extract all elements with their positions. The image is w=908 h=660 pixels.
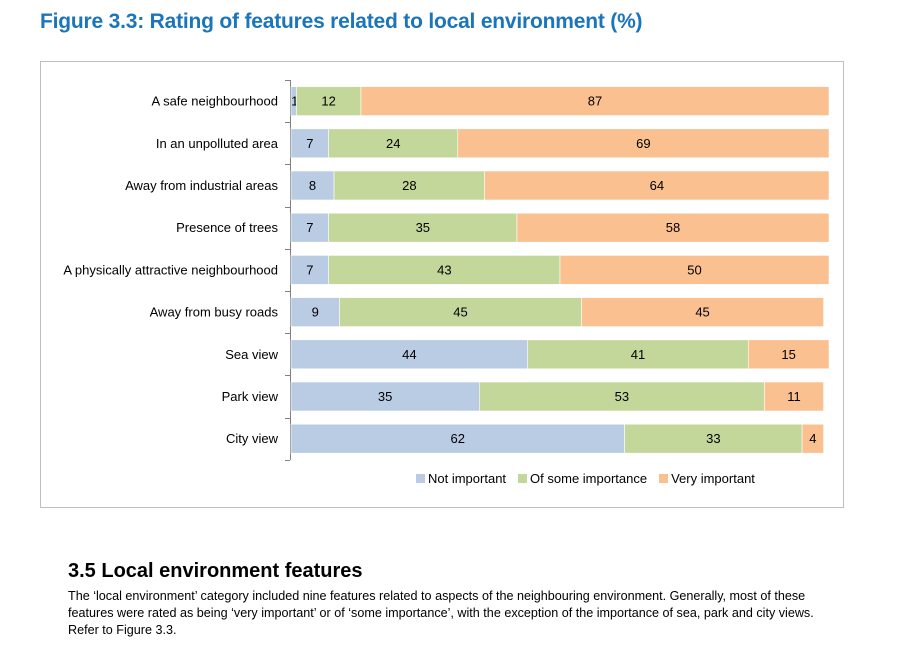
- legend-item-very-important: Very important: [659, 471, 755, 486]
- category-label: Away from busy roads: [150, 305, 279, 320]
- data-label: 87: [588, 94, 602, 109]
- data-label: 69: [636, 136, 650, 151]
- bar-segment-very-important: [360, 86, 830, 116]
- data-label: 8: [309, 178, 316, 193]
- bar-segment-of-some-importance: [527, 339, 749, 370]
- bar-segment-of-some-importance: [333, 170, 485, 201]
- data-label: 35: [416, 220, 430, 235]
- category-label: Presence of trees: [176, 220, 278, 235]
- legend-swatch-not-important: [416, 474, 425, 483]
- bar-segment-very-important: [764, 381, 824, 412]
- data-label: 24: [386, 136, 400, 151]
- bar-segment-not-important: [290, 212, 329, 243]
- bar-segment-of-some-importance: [328, 212, 518, 243]
- data-label: 41: [631, 347, 645, 362]
- bar-segment-of-some-importance: [339, 297, 582, 327]
- bar-segment-very-important: [457, 128, 830, 159]
- data-label: 58: [666, 220, 680, 235]
- legend-item-not-important: Not important: [416, 471, 506, 486]
- data-label: 45: [453, 305, 467, 320]
- category-label: Sea view: [225, 347, 278, 362]
- category-label: In an unpolluted area: [156, 136, 279, 151]
- bar-segment-not-important: [290, 128, 329, 159]
- data-label: 4: [809, 431, 816, 446]
- data-label: 33: [706, 431, 720, 446]
- data-label: 28: [402, 178, 416, 193]
- data-label: 62: [451, 431, 465, 446]
- legend-swatch-very-important: [659, 474, 669, 483]
- data-label: 1: [291, 94, 298, 109]
- section-paragraph: The ‘local environment’ category include…: [68, 589, 814, 637]
- data-label: 43: [437, 262, 451, 277]
- bar-segment-not-important: [290, 297, 340, 327]
- data-label: 9: [312, 305, 319, 320]
- data-label: 7: [306, 136, 313, 151]
- chart-legend: Not important Of some importance Very im…: [416, 471, 755, 486]
- legend-label: Not important: [428, 471, 507, 486]
- category-label: Park view: [222, 389, 279, 404]
- legend-label: Of some importance: [530, 471, 648, 486]
- chart-container: A safe neighbourhood 1 12 87 In an unpollute…: [40, 61, 844, 508]
- bar-segment-of-some-importance: [478, 381, 765, 412]
- bar-segment-very-important: [559, 255, 830, 285]
- data-label: 53: [615, 389, 629, 404]
- bar-segment-of-some-importance: [328, 255, 561, 285]
- data-label: 7: [306, 262, 313, 277]
- bar-segment-not-important: [290, 423, 625, 454]
- legend-item-of-some-importance: Of some importance: [518, 471, 647, 486]
- legend-swatch-of-some-importance: [518, 474, 528, 483]
- bar-segment-very-important: [801, 423, 824, 454]
- bar-segment-very-important: [516, 212, 830, 243]
- data-label: 15: [781, 347, 795, 362]
- data-label: 11: [787, 389, 801, 404]
- bar-segment-very-important: [484, 170, 830, 201]
- bar-segment-not-important: [290, 170, 335, 201]
- category-label: A physically attractive neighbourhood: [63, 262, 278, 277]
- bar-segment-of-some-importance: [296, 86, 362, 116]
- section-heading: 3.5 Local environment features: [68, 560, 363, 582]
- bar-segment-of-some-importance: [328, 128, 459, 159]
- data-label: 45: [695, 305, 709, 320]
- data-label: 44: [402, 347, 416, 362]
- data-label: 7: [306, 220, 313, 235]
- data-label: 64: [650, 178, 664, 193]
- figure-title: Figure 3.3: Rating of features related t…: [40, 10, 643, 33]
- category-label: A safe neighbourhood: [152, 94, 279, 109]
- category-label: Away from industrial areas: [125, 178, 278, 193]
- data-label: 35: [378, 389, 392, 404]
- category-label: City view: [226, 431, 279, 446]
- bar-segment-of-some-importance: [624, 423, 803, 454]
- data-label: 12: [321, 94, 335, 109]
- legend-label: Very important: [671, 471, 755, 486]
- data-label: 50: [687, 262, 701, 277]
- bar-segment-very-important: [581, 297, 824, 327]
- bar-segment-not-important: [290, 339, 529, 370]
- bar-segment-very-important: [747, 339, 830, 370]
